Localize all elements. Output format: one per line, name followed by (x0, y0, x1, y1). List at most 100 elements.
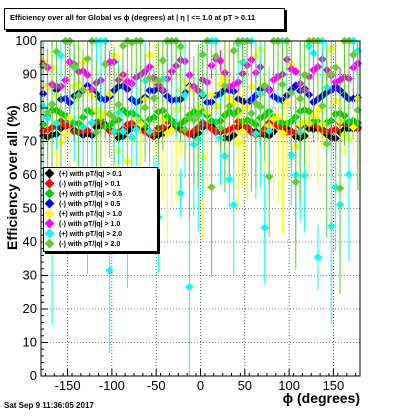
data-point (335, 75, 345, 85)
legend-marker (44, 188, 55, 199)
data-point (247, 109, 256, 118)
data-point (225, 175, 234, 184)
data-point (105, 110, 114, 119)
x-tick-label: -50 (147, 378, 166, 393)
x-tick-label: 100 (278, 378, 300, 393)
data-point (300, 70, 309, 80)
data-point (118, 41, 128, 51)
data-point (52, 118, 61, 128)
legend-label: (+) with pT/|q| > 0.5 (59, 191, 123, 198)
data-point (211, 52, 221, 61)
data-point (105, 266, 114, 275)
data-point (273, 112, 283, 122)
data-point (132, 125, 141, 134)
legend-entry: (+) with pT/|q| > 2.0 (44, 228, 122, 239)
data-point (70, 61, 79, 71)
legend-label: (+) with pT/|q| > 1.0 (59, 211, 123, 218)
data-point (109, 113, 119, 122)
legend-label: (-) with pT/|q| > 0.5 (59, 201, 121, 208)
data-point (291, 67, 300, 76)
y-tick-label: 90 (23, 67, 37, 82)
data-point (118, 127, 128, 136)
legend-marker (44, 228, 55, 239)
data-point (229, 46, 238, 55)
data-point (185, 282, 194, 292)
legend-marker (44, 198, 55, 209)
data-point (291, 177, 300, 187)
legend-marker (44, 238, 55, 249)
legend-label: (-) with pT/|q| > 0.1 (59, 181, 121, 188)
x-axis-label: ϕ (degrees) (282, 390, 360, 406)
data-point (145, 73, 154, 83)
data-point (194, 111, 203, 120)
data-point (233, 138, 243, 147)
data-point (127, 132, 137, 142)
data-point (287, 88, 296, 98)
data-point (189, 115, 199, 125)
data-point (233, 77, 243, 87)
y-axis-label: Efficiency over all (%) (4, 105, 20, 250)
data-point (158, 56, 168, 65)
data-point (176, 42, 185, 51)
y-tick-label: 30 (23, 268, 37, 283)
data-point (260, 81, 269, 90)
data-point (87, 118, 97, 127)
data-point (238, 127, 247, 136)
chart-title-box: Efficiency over all for Global vs ϕ (deg… (4, 8, 285, 30)
data-point (220, 81, 230, 91)
legend-entry: (+) with pT/|q| > 0.5 (44, 188, 123, 199)
data-point (136, 119, 145, 129)
data-point (65, 113, 74, 122)
data-point (313, 252, 323, 262)
data-point (282, 98, 292, 107)
data-point (101, 59, 110, 69)
data-point (327, 221, 336, 231)
data-point (47, 100, 57, 109)
data-point (260, 223, 269, 232)
data-point (349, 94, 358, 103)
data-point (300, 171, 309, 180)
data-point (149, 94, 159, 103)
data-point (167, 125, 176, 135)
chart-title: Efficiency over all for Global vs ϕ (deg… (10, 13, 256, 22)
y-tick-label: 60 (23, 167, 37, 182)
data-point (43, 107, 52, 117)
x-tick-label: 50 (238, 378, 252, 393)
legend-label: (-) with pT/|q| > 2.0 (59, 241, 121, 248)
data-point (264, 172, 274, 181)
legend-entry: (-) with pT/|q| > 0.1 (44, 178, 121, 189)
legend-entry: (-) with pT/|q| > 2.0 (44, 238, 121, 249)
data-point (349, 50, 358, 60)
data-point (344, 170, 354, 179)
data-point (229, 200, 238, 210)
legend-entry: (+) with pT/|q| > 1.0 (44, 208, 123, 219)
legend: (+) with pT/|q| > 0.1 (-) with pT/|q| > 0… (43, 167, 158, 252)
data-point (127, 38, 137, 47)
legend-label: (+) with pT/|q| > 0.1 (59, 171, 123, 178)
data-point (207, 182, 216, 192)
legend-entry: (-) with pT/|q| > 1.0 (44, 218, 120, 229)
legend-marker (44, 218, 55, 229)
data-point (278, 80, 287, 89)
data-point (74, 91, 83, 100)
data-point (278, 129, 287, 138)
y-tick-label: 20 (23, 301, 37, 316)
data-point (105, 57, 114, 67)
data-point (327, 70, 336, 79)
data-point (163, 128, 172, 138)
x-tick-label: 0 (197, 378, 204, 393)
data-point (349, 123, 358, 132)
x-tick-label: -100 (99, 378, 125, 393)
data-point (216, 79, 225, 89)
data-point (176, 188, 185, 198)
legend-marker (44, 178, 55, 189)
data-point (335, 184, 345, 193)
y-tick-label: 70 (23, 134, 37, 149)
y-tick-label: 40 (23, 234, 37, 249)
y-tick-label: 10 (23, 335, 37, 350)
data-point (216, 56, 225, 65)
data-point (78, 85, 88, 94)
y-tick-label: 0 (30, 368, 37, 383)
y-tick-label: 80 (23, 100, 37, 115)
